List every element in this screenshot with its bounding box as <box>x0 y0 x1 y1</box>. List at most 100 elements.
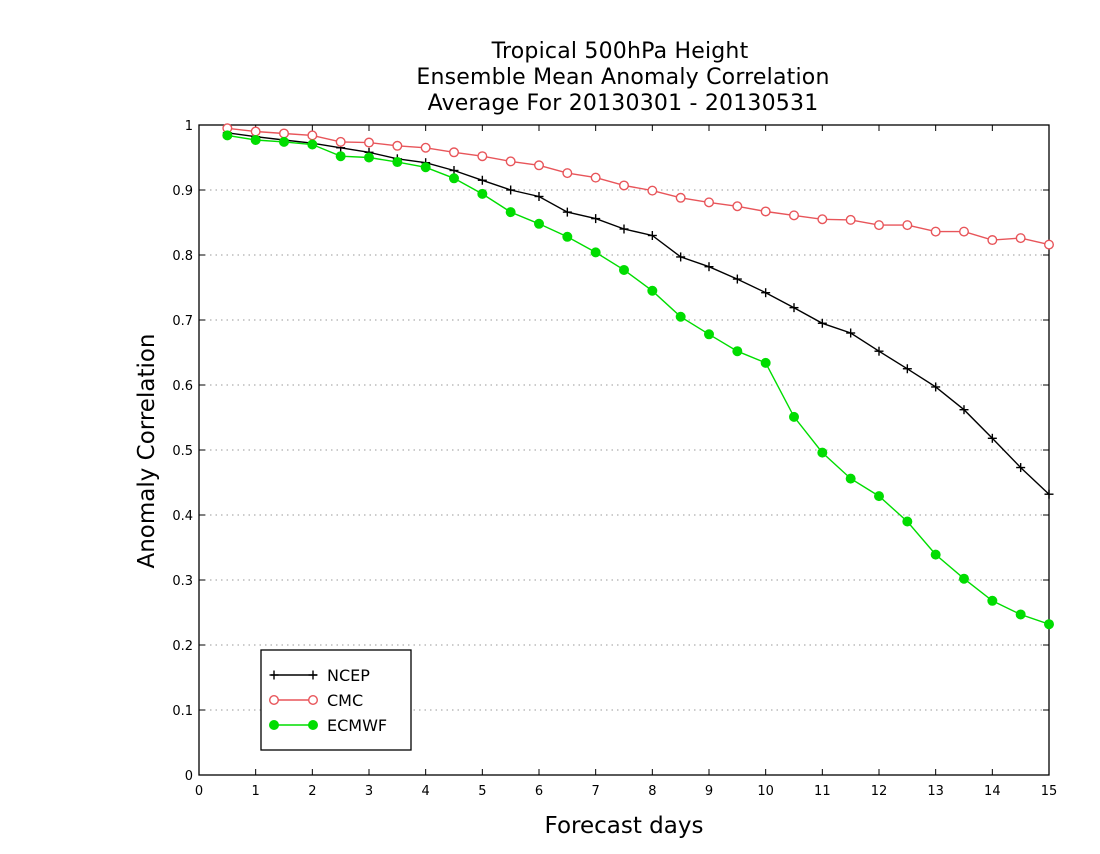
legend-marker-start <box>269 670 279 680</box>
data-point-cmc <box>874 220 885 231</box>
data-point-ncep <box>874 346 884 356</box>
chart-title: Tropical 500hPa Height Ensemble Mean Ano… <box>416 39 829 116</box>
legend-item-ecmwf: ECMWF <box>269 716 387 735</box>
x-tick-label: 10 <box>757 784 774 799</box>
data-point-ecmwf <box>1044 619 1054 630</box>
y-tick-label: 0.4 <box>172 509 193 524</box>
x-tick-label: 2 <box>308 784 316 799</box>
data-point-cmc <box>1043 239 1054 250</box>
data-point-ecmwf <box>505 207 516 218</box>
data-point-ncep <box>732 274 742 284</box>
data-point-cmc <box>534 160 545 171</box>
series-ncep <box>222 128 1054 499</box>
chart-title-line-3: Average For 20130301 - 20130531 <box>428 91 819 116</box>
series-ecmwf <box>222 130 1054 630</box>
data-point-ncep <box>506 185 516 195</box>
data-point-ecmwf <box>590 247 601 258</box>
y-tick-label: 0.1 <box>172 704 193 719</box>
data-point-ecmwf <box>307 139 318 150</box>
data-point-ecmwf <box>732 346 743 357</box>
data-point-ncep <box>562 207 572 217</box>
data-point-cmc <box>477 151 488 162</box>
x-tick-label: 13 <box>927 784 944 799</box>
x-tick-label: 6 <box>535 784 543 799</box>
data-point-ncep <box>761 288 771 298</box>
data-point-ncep <box>817 318 827 328</box>
data-point-ecmwf <box>930 549 941 560</box>
y-tick-label: 0.2 <box>172 639 193 654</box>
data-point-cmc <box>505 156 516 167</box>
data-point-cmc <box>789 210 800 221</box>
data-point-ncep <box>1016 463 1026 473</box>
x-tick-label: 5 <box>478 784 486 799</box>
data-point-cmc <box>902 220 913 231</box>
data-point-cmc <box>1015 233 1026 244</box>
x-tick-label: 0 <box>195 784 203 799</box>
data-point-cmc <box>704 197 715 208</box>
data-point-ncep <box>591 214 601 224</box>
series-line-cmc <box>227 127 1050 246</box>
x-tick-label: 9 <box>705 784 713 799</box>
data-point-ncep <box>931 382 941 392</box>
data-point-cmc <box>987 235 998 246</box>
data-point-cmc <box>279 128 290 139</box>
x-tick-label: 1 <box>252 784 260 799</box>
data-point-ecmwf <box>279 136 289 147</box>
data-point-ecmwf <box>874 491 884 502</box>
data-point-ecmwf <box>562 231 573 242</box>
legend-marker-end <box>308 670 318 680</box>
data-point-cmc <box>420 142 431 153</box>
x-axis-label: Forecast days <box>545 813 704 839</box>
data-point-cmc <box>930 226 941 237</box>
y-tick-label: 0.9 <box>172 184 193 199</box>
data-point-ecmwf <box>392 157 403 168</box>
legend-marker-start <box>269 720 279 730</box>
x-tick-label: 15 <box>1041 784 1058 799</box>
data-point-cmc <box>647 185 658 196</box>
data-point-cmc <box>760 206 771 217</box>
data-point-cmc <box>562 168 573 179</box>
data-point-cmc <box>449 147 460 158</box>
data-point-ecmwf <box>959 573 969 584</box>
legend-label-ecmwf: ECMWF <box>327 716 387 735</box>
chart-title-line-2: Ensemble Mean Anomaly Correlation <box>416 65 829 90</box>
data-point-ecmwf <box>789 411 799 422</box>
data-point-cmc <box>619 180 630 191</box>
y-tick-label: 0.8 <box>172 249 193 264</box>
data-point-ecmwf <box>477 188 488 199</box>
data-point-ncep <box>619 224 629 234</box>
data-point-ncep <box>647 231 657 240</box>
data-point-cmc <box>307 130 318 141</box>
data-point-cmc <box>845 214 856 225</box>
data-point-ecmwf <box>704 329 714 340</box>
data-point-ncep <box>987 433 997 443</box>
legend: NCEP CMC ECMWF <box>260 649 412 751</box>
data-point-ncep <box>959 405 969 415</box>
data-point-ecmwf <box>817 447 828 458</box>
data-point-ecmwf <box>619 264 629 275</box>
y-tick-label: 0 <box>185 769 193 784</box>
y-tick-label: 0.3 <box>172 574 193 589</box>
data-point-ncep <box>789 303 799 313</box>
data-point-ncep <box>477 175 487 185</box>
y-tick-label: 0.7 <box>172 314 193 329</box>
series-cmc <box>222 123 1054 250</box>
data-series <box>222 123 1054 630</box>
x-tick-label: 4 <box>422 784 430 799</box>
x-tick-label: 3 <box>365 784 373 799</box>
data-point-ecmwf <box>987 595 998 606</box>
legend-item-ncep: NCEP <box>269 666 370 685</box>
data-point-ecmwf <box>335 151 346 162</box>
legend-item-cmc: CMC <box>269 691 363 710</box>
data-point-ecmwf <box>675 311 686 322</box>
data-point-ncep <box>902 364 912 374</box>
legend-marker-end <box>308 720 318 730</box>
data-point-ecmwf <box>420 162 431 173</box>
y-axis-label: Anomaly Correlation <box>134 333 160 568</box>
data-point-ncep <box>1044 489 1054 499</box>
x-tick-label: 8 <box>648 784 656 799</box>
x-tick-label: 12 <box>871 784 888 799</box>
legend-marker-start <box>269 695 280 706</box>
